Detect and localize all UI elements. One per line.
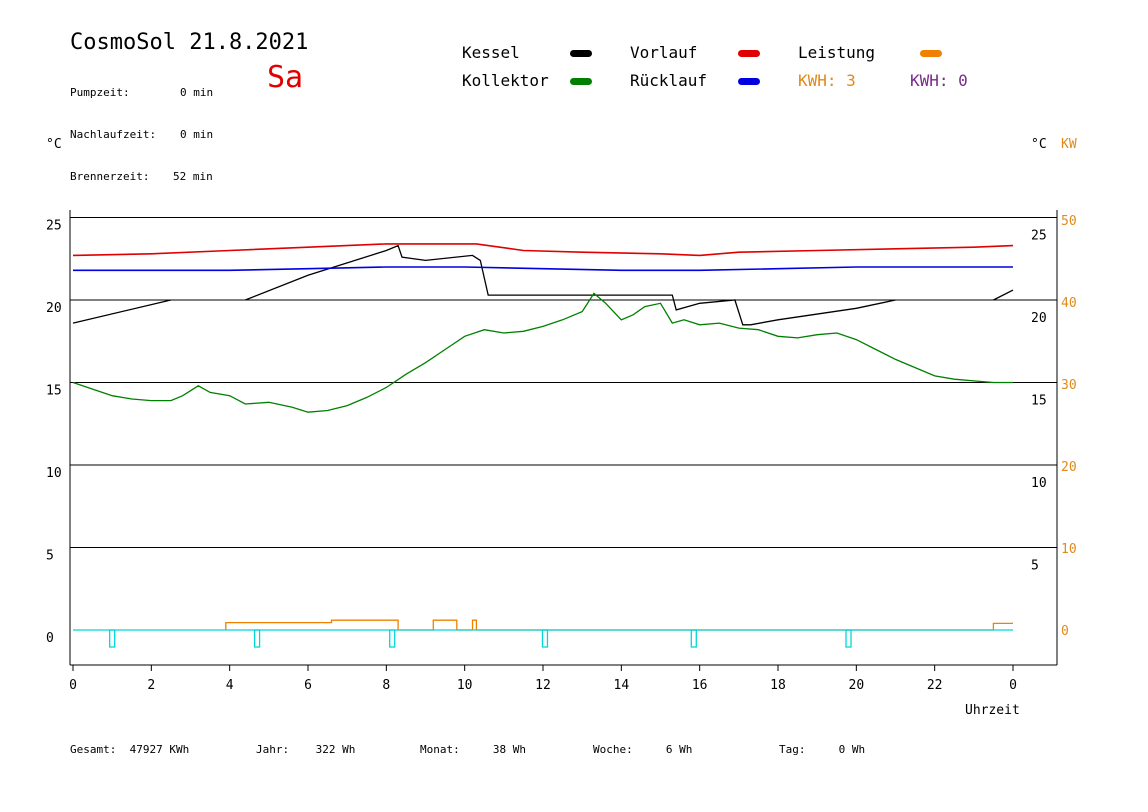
weekday-label: Sa	[267, 60, 304, 95]
footer-jahr: Jahr: 322 Wh	[256, 743, 356, 756]
left-tick-label: 15	[46, 384, 62, 399]
x-tick-label: 18	[770, 678, 786, 693]
legend-vorlauf-swatch	[738, 50, 760, 57]
right-celsius-tick-label: 25	[1031, 229, 1047, 244]
legend-kollektor-swatch	[570, 78, 592, 85]
right-kw-tick-label: 20	[1061, 460, 1077, 475]
x-tick-label: 12	[535, 678, 551, 693]
x-tick-label: 0	[69, 678, 77, 693]
left-tick-label: 5	[46, 549, 54, 564]
right-celsius-tick-label: 20	[1031, 311, 1047, 326]
series-leistung	[225, 619, 1013, 631]
left-unit: °C	[46, 137, 62, 152]
right-celsius-tick-label: 5	[1031, 559, 1039, 574]
x-tick-label: 4	[226, 678, 234, 693]
right-celsius-tick-label: 15	[1031, 394, 1047, 409]
right-kw-tick-label: 10	[1061, 542, 1077, 557]
left-tick-label: 20	[46, 301, 62, 316]
right-kw-tick-label: 30	[1061, 378, 1077, 393]
right-unit-kw: KW	[1061, 137, 1077, 152]
pump-pulse	[253, 629, 261, 648]
x-axis-label: Uhrzeit	[965, 703, 1020, 718]
footer-gesamt: Gesamt: 47927 KWh	[70, 743, 190, 756]
pump-pulse	[541, 629, 549, 648]
right-kw-tick-label: 40	[1061, 296, 1077, 311]
x-tick-label: 2	[147, 678, 155, 693]
x-tick-label: 6	[304, 678, 312, 693]
pump-pulse	[690, 629, 697, 648]
kwh-solar: KWH: 3	[798, 71, 856, 90]
footer-monat: Monat: 38 Wh	[420, 743, 526, 756]
left-tick-label: 25	[46, 219, 62, 234]
pump-pulse	[389, 629, 396, 648]
x-tick-label: 0	[1009, 678, 1017, 693]
legend-kessel-swatch	[570, 50, 592, 57]
stats-block: Pumpzeit: 0 min Nachlaufzeit: 0 min Brenne…	[70, 58, 213, 198]
x-tick-label: 22	[927, 678, 943, 693]
stat-pumpzeit: Pumpzeit: 0 min	[70, 86, 214, 99]
x-tick-label: 20	[849, 678, 865, 693]
series-kessel	[72, 244, 1014, 326]
series-kollektor	[72, 292, 1013, 413]
series-vorlauf	[72, 243, 1014, 257]
right-kw-tick-label: 0	[1061, 624, 1069, 639]
stat-brennerzeit: Brennerzeit: 52 min	[70, 170, 213, 183]
stat-nachlaufzeit: Nachlaufzeit: 0 min	[70, 128, 214, 141]
right-celsius-tick-label: 10	[1031, 476, 1047, 491]
legend-kollektor-label: Kollektor	[462, 71, 549, 90]
legend-vorlauf-label: Vorlauf	[630, 43, 698, 62]
series-ruecklauf	[73, 266, 1013, 272]
footer-woche: Woche: 6 Wh	[593, 743, 693, 756]
right-unit-celsius: °C	[1031, 137, 1047, 152]
x-tick-label: 8	[382, 678, 390, 693]
legend-leistung-label: Leistung	[798, 43, 876, 62]
footer-tag: Tag: 0 Wh	[779, 743, 866, 756]
legend-ruecklauf-swatch	[738, 78, 760, 85]
pump-pulse	[845, 629, 852, 648]
right-kw-tick-label: 50	[1061, 214, 1077, 229]
legend-kessel-label: Kessel	[462, 43, 520, 62]
chart-title: CosmoSol 21.8.2021	[70, 30, 309, 55]
x-tick-label: 14	[614, 678, 630, 693]
kwh-burner: KWH: 0	[910, 71, 968, 90]
x-tick-label: 16	[692, 678, 708, 693]
left-tick-label: 10	[46, 466, 62, 481]
legend-ruecklauf-label: Rücklauf	[630, 71, 708, 90]
left-tick-label: 0	[46, 631, 54, 646]
x-tick-label: 10	[457, 678, 473, 693]
legend-leistung-swatch	[920, 50, 942, 57]
pump-pulse	[109, 629, 116, 648]
